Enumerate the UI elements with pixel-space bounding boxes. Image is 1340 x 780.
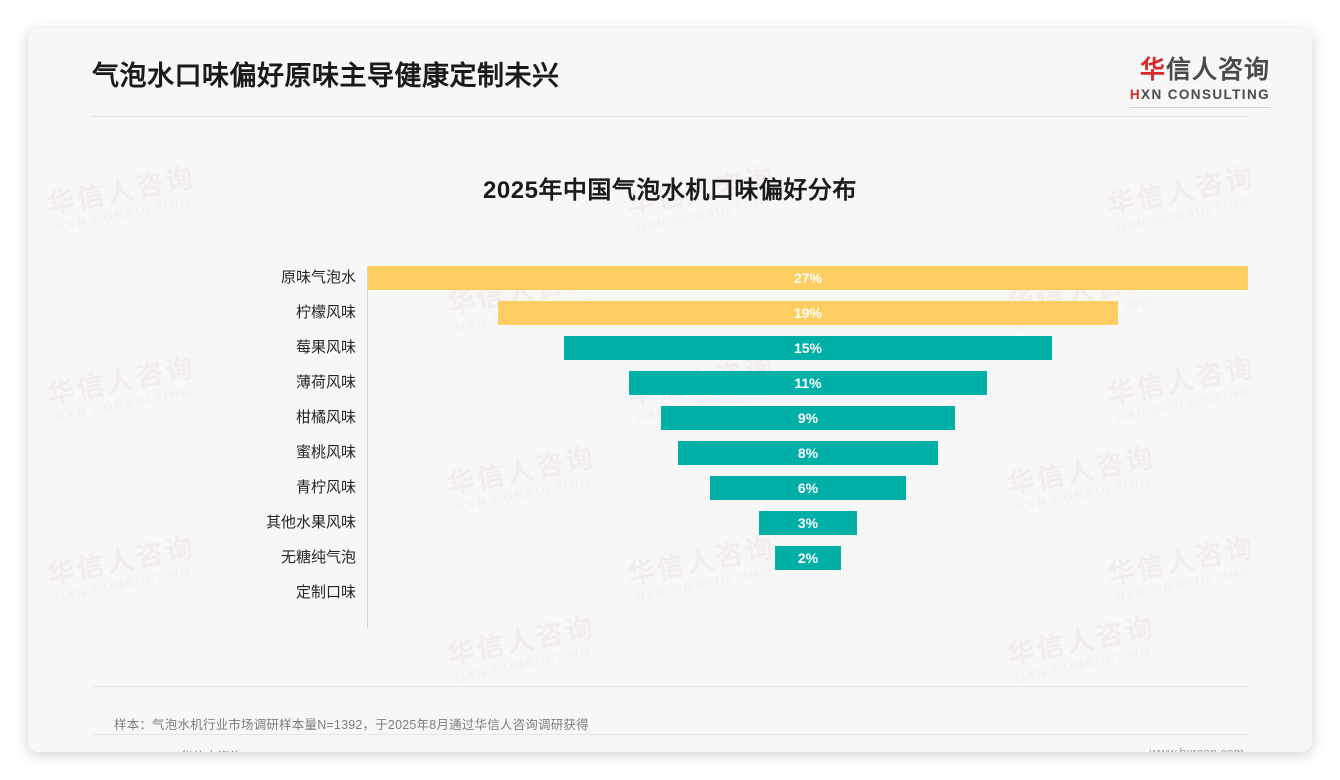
funnel-bar[interactable]: 15% — [563, 335, 1053, 360]
bar-value-label: 19% — [793, 304, 822, 321]
chart-row: 原味气泡水 27% — [92, 260, 1248, 295]
chart-row: 定制口味 — [92, 575, 1248, 610]
category-label: 其他水果风味 — [265, 514, 356, 531]
category-label: 蜜桃风味 — [295, 444, 356, 461]
category-label: 原味气泡水 — [280, 269, 356, 286]
slide-header: 气泡水口味偏好原味主导健康定制未兴 华信人咨询 HXN CONSULTING — [28, 28, 1312, 120]
bar-value-label: 27% — [793, 269, 823, 286]
company-logo: 华信人咨询 HXN CONSULTING — [1129, 56, 1270, 108]
category-label: 柑橘风味 — [295, 409, 356, 426]
funnel-bar[interactable]: 19% — [498, 300, 1118, 325]
header-divider — [92, 116, 1248, 117]
bar-track: 19% — [368, 295, 1248, 330]
watermark-english: HXN CONSULTING — [454, 644, 593, 685]
chart-row: 柠檬风味 19% — [92, 295, 1248, 330]
slide-footer: ©2025.10 HXR华信人咨询 www.hxrcon.com — [28, 734, 1312, 752]
watermark-english: HXN CONSULTING — [1014, 644, 1153, 685]
bar-track: 3% — [368, 505, 1248, 540]
chart-row: 莓果风味 15% — [92, 330, 1248, 365]
bar-value-label: 8% — [797, 444, 819, 461]
bar-track: 15% — [368, 330, 1248, 365]
category-label: 薄荷风味 — [295, 374, 356, 391]
funnel-bar[interactable]: 27% — [368, 265, 1248, 290]
bar-value-label: 2% — [797, 549, 819, 566]
footnote-text: 样本：气泡水机行业市场调研样本量N=1392，于2025年8月通过华信人咨询调研… — [114, 718, 589, 732]
footer-divider — [92, 734, 1248, 735]
chart-row: 薄荷风味 11% — [92, 365, 1248, 400]
funnel-bar[interactable]: 6% — [710, 475, 906, 500]
logo-cn-red: 华 — [1139, 56, 1166, 84]
bar-track: 2% — [368, 540, 1248, 575]
category-label: 定制口味 — [295, 584, 356, 601]
logo-underline — [1129, 106, 1270, 108]
bar-track: 8% — [368, 435, 1248, 470]
funnel-bar[interactable]: 2% — [775, 545, 841, 570]
funnel-bar[interactable]: 3% — [759, 510, 857, 535]
chart-row: 其他水果风味 3% — [92, 505, 1248, 540]
bar-value-label: 9% — [797, 409, 819, 426]
bar-value-label: 11% — [794, 374, 822, 391]
category-axis-line — [367, 266, 368, 628]
logo-en-rest: XN CONSULTING — [1141, 86, 1270, 102]
bar-track — [368, 575, 1248, 610]
bar-track: 6% — [368, 470, 1248, 505]
category-label: 青柠风味 — [295, 479, 356, 496]
bar-value-label: 3% — [797, 514, 819, 531]
category-label: 柠檬风味 — [295, 304, 356, 321]
funnel-bar[interactable]: 8% — [677, 440, 939, 465]
funnel-bar[interactable]: 9% — [661, 405, 955, 430]
page-title: 气泡水口味偏好原味主导健康定制未兴 — [92, 61, 560, 91]
footer-website: www.hxrcon.com — [1150, 746, 1244, 752]
bar-value-label: 15% — [793, 339, 822, 356]
logo-chinese-text: 华信人咨询 — [1130, 56, 1270, 85]
slide-canvas: 华信人咨询 HXN CONSULTING 华信人咨询 HXN CONSULTING 华信… — [28, 28, 1312, 752]
logo-en-red: H — [1129, 86, 1142, 102]
chart-title: 2025年中国气泡水机口味偏好分布 — [483, 177, 857, 204]
chart-row: 青柠风味 6% — [92, 470, 1248, 505]
chart-row: 无糖纯气泡 2% — [92, 540, 1248, 575]
logo-english-text: HXN CONSULTING — [1130, 87, 1270, 102]
chart-row: 柑橘风味 9% — [92, 400, 1248, 435]
funnel-bar[interactable]: 11% — [628, 370, 988, 395]
bar-track: 27% — [368, 260, 1248, 295]
chart-row: 蜜桃风味 8% — [92, 435, 1248, 470]
footer-copyright: ©2025.10 HXR华信人咨询 — [96, 746, 243, 752]
bar-track: 9% — [368, 400, 1248, 435]
category-label: 莓果风味 — [295, 339, 356, 356]
funnel-chart: 原味气泡水 27% 柠檬风味 19% 莓果风味 15% 薄荷风味 11% 柑橘风味 9% 蜜桃风味 8… — [92, 260, 1248, 632]
footnote-divider-top — [92, 686, 1248, 687]
bar-value-label: 6% — [797, 479, 819, 496]
logo-cn-rest: 信人咨询 — [1165, 56, 1270, 84]
bar-track: 11% — [368, 365, 1248, 400]
category-label: 无糖纯气泡 — [280, 549, 356, 566]
